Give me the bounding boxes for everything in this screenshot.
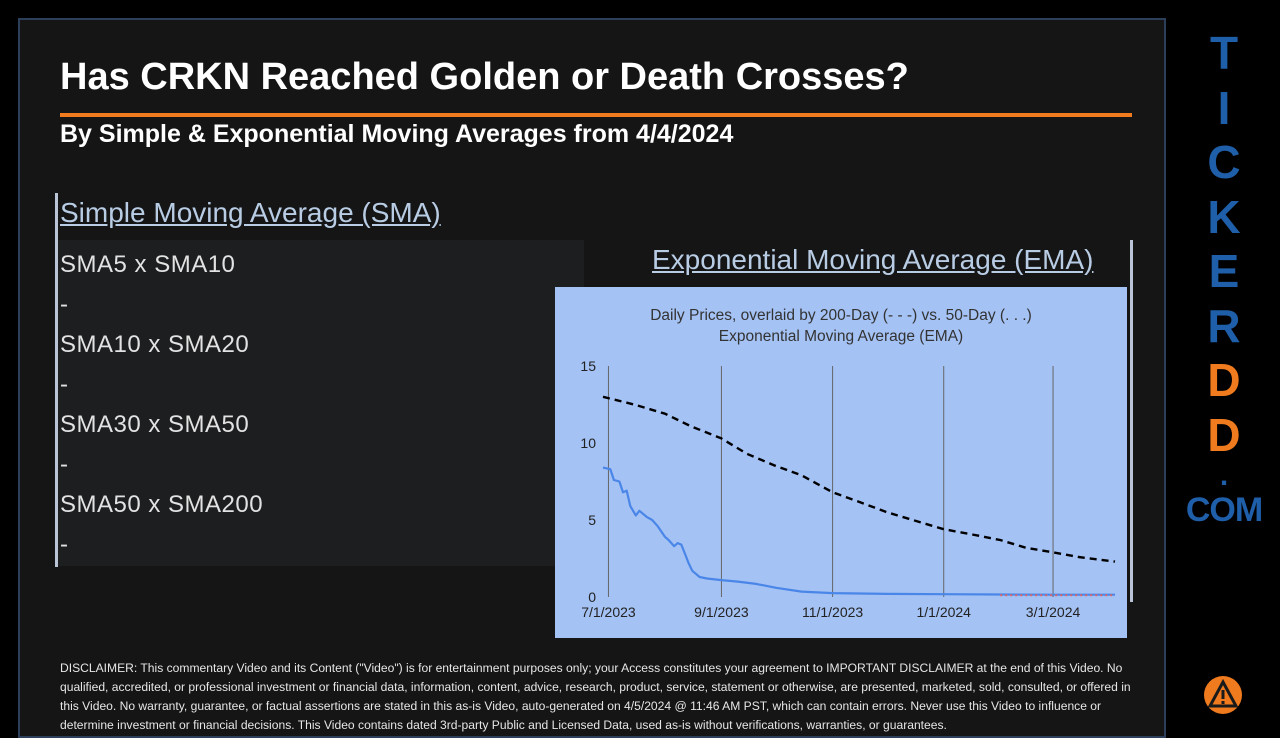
brand-letter-k: K — [1207, 190, 1241, 243]
ema-section-bar — [1130, 240, 1133, 602]
sma-section-bar — [55, 193, 58, 567]
title-divider — [60, 113, 1132, 117]
chart-x-tick-label: 9/1/2023 — [694, 604, 749, 620]
brand-letter-d2: D — [1207, 408, 1241, 461]
sma-line-4: - — [60, 371, 69, 398]
chart-title: Daily Prices, overlaid by 200-Day (- - -… — [650, 307, 1032, 324]
sma-line-2: - — [60, 291, 69, 318]
sma-line-3: SMA10 x SMA20 — [60, 331, 250, 358]
tickerdd-brand: T I C K E R D D . COM — [1180, 26, 1268, 530]
brand-com: COM — [1185, 491, 1263, 529]
ema200-series-line — [602, 395, 1116, 563]
sma-line-6: - — [60, 451, 69, 478]
brand-letter-t: T — [1209, 27, 1239, 79]
chart-y-tick-label: 10 — [580, 435, 596, 451]
disclaimer-text: DISCLAIMER: This commentary Video and it… — [60, 661, 1131, 732]
sma-line-7: SMA50 x SMA200 — [60, 491, 264, 518]
ema-heading: Exponential Moving Average (EMA) — [652, 244, 1094, 275]
sma-line-1: SMA5 x SMA10 — [60, 251, 236, 278]
brand-letter-c: C — [1207, 136, 1241, 188]
chart-x-tick-label: 11/1/2023 — [802, 604, 863, 620]
chart-x-tick-label: 1/1/2024 — [916, 604, 971, 620]
sma-line-5: SMA30 x SMA50 — [60, 411, 250, 438]
brand-dot: . — [1219, 459, 1229, 492]
chart-y-tick-label: 5 — [588, 512, 596, 528]
sma-results-box — [58, 240, 584, 566]
ema-chart: Daily Prices, overlaid by 200-Day (- - -… — [555, 287, 1127, 638]
page-title: Has CRKN Reached Golden or Death Crosses… — [60, 56, 909, 98]
ema-chart-svg: Daily Prices, overlaid by 200-Day (- - -… — [580, 307, 1116, 620]
brand-letter-r: R — [1207, 299, 1241, 352]
brand-letter-e: E — [1208, 245, 1240, 297]
page-subtitle: By Simple & Exponential Moving Averages … — [60, 120, 734, 148]
sma-line-8: - — [60, 531, 69, 558]
sma-heading: Simple Moving Average (SMA) — [60, 197, 441, 228]
chart-x-tick-label: 7/1/2023 — [581, 604, 636, 620]
brand-letter-d1: D — [1207, 354, 1241, 406]
chart-subtitle: Exponential Moving Average (EMA) — [719, 328, 963, 345]
price-series-line — [602, 466, 1115, 596]
warning-triangle-icon — [1204, 676, 1242, 714]
chart-y-tick-label: 15 — [580, 358, 596, 374]
chart-y-tick-label: 0 — [588, 589, 596, 605]
brand-letter-i: I — [1217, 81, 1231, 134]
chart-x-tick-label: 3/1/2024 — [1026, 604, 1081, 620]
